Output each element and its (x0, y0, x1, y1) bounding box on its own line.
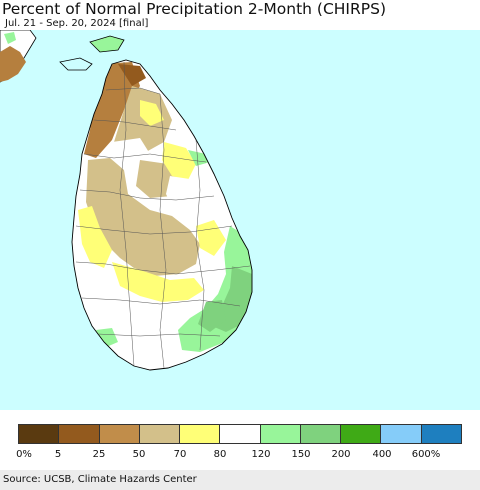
legend-swatch-3 (139, 425, 181, 443)
legend-swatch-8 (341, 425, 382, 443)
map-subtitle: Jul. 21 - Sep. 20, 2024 [final] (5, 18, 149, 29)
legend-swatch-9 (381, 425, 422, 443)
legend-tick-9: 400 (372, 449, 392, 460)
legend-tick-1: 5 (54, 449, 62, 460)
legend-tick-6: 120 (251, 449, 271, 460)
legend-swatch-5 (220, 425, 261, 443)
legend-tick-5: 80 (213, 449, 227, 460)
legend-tick-2: 25 (92, 449, 106, 460)
jaffna-tip (89, 35, 125, 53)
legend-bar (18, 424, 462, 444)
legend-tick-4: 70 (173, 449, 187, 460)
map-frame (0, 29, 480, 410)
legend-swatch-6 (260, 425, 301, 443)
legend-swatch-7 (300, 425, 342, 443)
legend-tick-7: 150 (291, 449, 311, 460)
source-bar: Source: UCSB, Climate Hazards Center (0, 470, 480, 490)
legend-swatch-0 (19, 425, 60, 443)
legend-tick-10: 600% (411, 449, 441, 460)
map-title: Percent of Normal Precipitation 2-Month … (2, 0, 386, 18)
map-svg (0, 29, 480, 410)
india-green-patch (4, 32, 16, 44)
islands-north (59, 57, 93, 71)
legend-swatch-10 (421, 425, 461, 443)
ocean (0, 30, 480, 410)
legend-swatch-1 (59, 425, 100, 443)
island-outline (71, 59, 253, 371)
district-boundaries (75, 61, 251, 369)
legend-tick-8: 200 (331, 449, 351, 460)
source-text: Source: UCSB, Climate Hazards Center (3, 474, 197, 485)
legend-swatch-4 (180, 425, 221, 443)
legend-tick-0: 0% (16, 449, 32, 460)
legend-swatch-2 (99, 425, 140, 443)
legend-tick-3: 50 (132, 449, 146, 460)
india-dry-patch (0, 46, 26, 82)
